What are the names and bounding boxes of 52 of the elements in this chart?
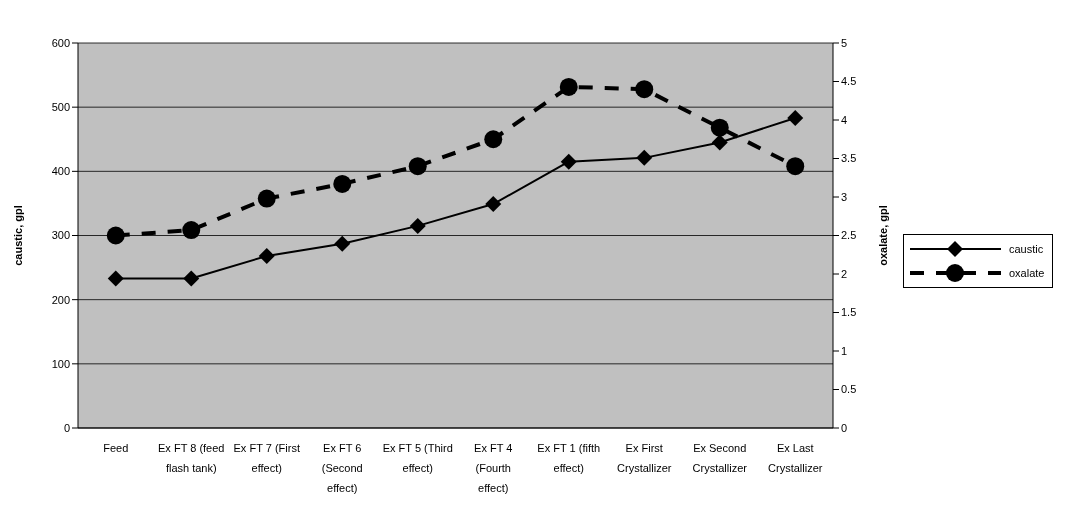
x-tick-label: Ex FT 1 (fifth effect) <box>537 442 601 474</box>
point <box>786 157 805 176</box>
point <box>710 118 729 137</box>
point <box>559 77 578 96</box>
y-tick-label: 0 <box>63 421 70 434</box>
point <box>408 157 427 176</box>
point <box>333 174 352 193</box>
y2-tick-label: 1 <box>841 344 848 357</box>
point <box>787 110 804 127</box>
y-tick-label: 300 <box>51 229 70 242</box>
y2-axis-title: oxalate, gpl <box>876 205 889 266</box>
point <box>182 221 201 240</box>
y2-tick-label: 0 <box>841 421 848 434</box>
x-tick-label: Ex FT 6 (Second effect) <box>321 442 363 494</box>
y-tick-label: 100 <box>51 357 70 370</box>
x-tick-label: Feed <box>103 442 129 454</box>
point <box>334 235 351 252</box>
y-axis-title: caustic, gpl <box>11 205 24 266</box>
y2-tick-label: 3 <box>841 190 848 203</box>
y2-tick-label: 4.5 <box>841 75 857 88</box>
point <box>484 130 503 149</box>
x-tick-label: Ex FT 5 (Third effect) <box>382 442 453 474</box>
y2-tick-label: 3.5 <box>841 152 857 165</box>
point <box>560 153 577 170</box>
text: oxalate <box>1009 266 1045 279</box>
y2-tick-label: 2.5 <box>841 229 857 242</box>
y2-tick-label: 1.5 <box>841 306 857 319</box>
y2-tick-label: 4 <box>841 113 848 126</box>
point <box>258 248 275 265</box>
y-tick-label: 600 <box>51 36 70 49</box>
point <box>485 196 502 213</box>
x-tick-label: Ex Last Crystallizer <box>768 442 823 474</box>
x-tick-label: Ex FT 8 (feed flash tank) <box>158 442 225 474</box>
y-tick-label: 400 <box>51 165 70 178</box>
x-tick-label: Ex FT 4 (Fourth effect) <box>474 442 513 494</box>
point <box>711 134 728 151</box>
y-tick-label: 200 <box>51 293 70 306</box>
text: caustic <box>1009 242 1044 255</box>
y-tick-label: 500 <box>51 101 70 114</box>
point <box>183 270 200 287</box>
point <box>636 149 653 166</box>
point <box>107 270 124 287</box>
y2-tick-label: 0.5 <box>841 383 857 396</box>
x-tick-label: Ex Second Crystallizer <box>692 442 748 474</box>
point <box>257 189 276 208</box>
point <box>409 217 426 234</box>
y2-tick-label: 5 <box>841 36 848 49</box>
point <box>106 226 125 245</box>
x-tick-label: Ex First Crystallizer <box>617 442 672 474</box>
x-tick-label: Ex FT 7 (First effect) <box>233 442 300 474</box>
y2-tick-label: 2 <box>841 267 848 280</box>
point <box>635 80 654 99</box>
